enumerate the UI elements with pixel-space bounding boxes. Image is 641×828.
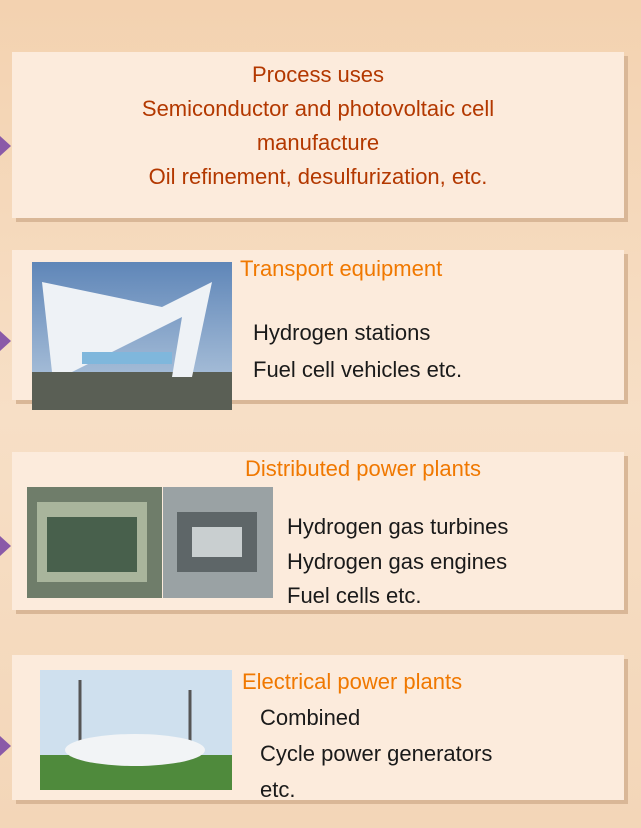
- box-line: Process uses: [12, 64, 624, 86]
- box-line: Oil refinement, desulfurization, etc.: [12, 166, 624, 188]
- box-line: Cycle power generators: [260, 743, 492, 765]
- electrical-box: Electrical power plants Combined Cycle p…: [12, 655, 624, 800]
- box-line: etc.: [260, 779, 295, 801]
- box-line: Combined: [260, 707, 360, 729]
- page: Process uses Semiconductor and photovolt…: [0, 0, 641, 828]
- box-line: manufacture: [12, 132, 624, 154]
- arrow: [0, 136, 11, 156]
- box-line: Hydrogen gas turbines: [287, 516, 508, 538]
- box-line: Fuel cells etc.: [287, 585, 422, 607]
- box-line: Hydrogen gas engines: [287, 551, 507, 573]
- box-line: Hydrogen stations: [253, 322, 430, 344]
- box-line: Fuel cell vehicles etc.: [253, 359, 462, 381]
- box-title: Transport equipment: [240, 258, 442, 280]
- transport-box: Transport equipment Hydrogen stations Fu…: [12, 250, 624, 400]
- arrow: [0, 536, 11, 556]
- engine-images: [27, 487, 273, 598]
- arrow: [0, 331, 11, 351]
- process-box: Process uses Semiconductor and photovolt…: [12, 52, 624, 218]
- station-image: [32, 262, 232, 410]
- box-title: Distributed power plants: [245, 458, 481, 480]
- box-title: Electrical power plants: [242, 671, 462, 693]
- arrow: [0, 736, 11, 756]
- box-line: Semiconductor and photovoltaic cell: [12, 98, 624, 120]
- plant-image: [40, 670, 232, 790]
- distributed-box: Distributed power plants Hydrogen gas tu…: [12, 452, 624, 610]
